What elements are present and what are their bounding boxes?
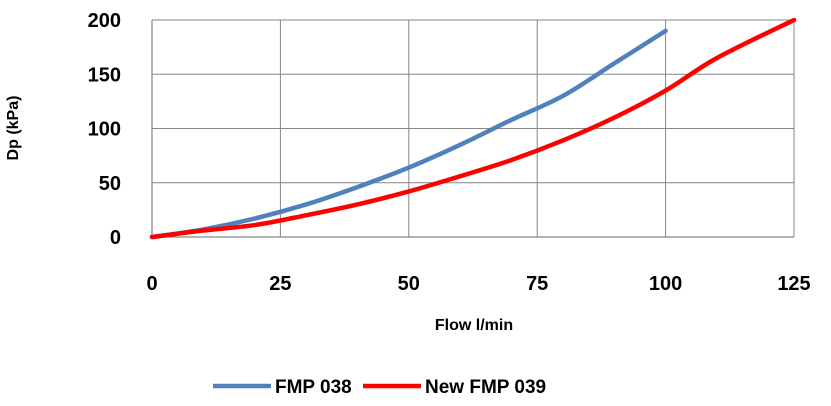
- y-tick-label: 150: [88, 64, 121, 86]
- x-tick-label: 100: [649, 273, 682, 295]
- grid: [152, 19, 795, 237]
- legend: FMP 038 New FMP 039: [213, 377, 546, 398]
- legend-label-0: FMP 038: [275, 377, 352, 398]
- y-tick-label: 200: [88, 10, 121, 32]
- series-line-0: [149, 28, 668, 240]
- x-tick-label: 50: [398, 273, 420, 295]
- x-tick-label: 75: [526, 273, 548, 295]
- x-axis-label: Flow l/min: [435, 317, 513, 334]
- y-axis-label: Dp (kPa): [5, 96, 22, 161]
- y-tick-label: 0: [110, 227, 121, 249]
- axes: [151, 20, 794, 238]
- x-tick-label: 25: [269, 273, 291, 295]
- x-tick-labels: 0 25 50 75 100 125: [146, 273, 810, 295]
- series-lines: [149, 17, 797, 240]
- x-tick-label: 125: [777, 273, 810, 295]
- y-tick-label: 100: [88, 119, 121, 141]
- y-tick-label: 50: [99, 173, 121, 195]
- x-tick-label: 0: [146, 273, 157, 295]
- legend-label-1: New FMP 039: [425, 377, 546, 398]
- series-line-1: [149, 17, 797, 240]
- y-tick-labels: 0 50 100 150 200: [88, 10, 121, 249]
